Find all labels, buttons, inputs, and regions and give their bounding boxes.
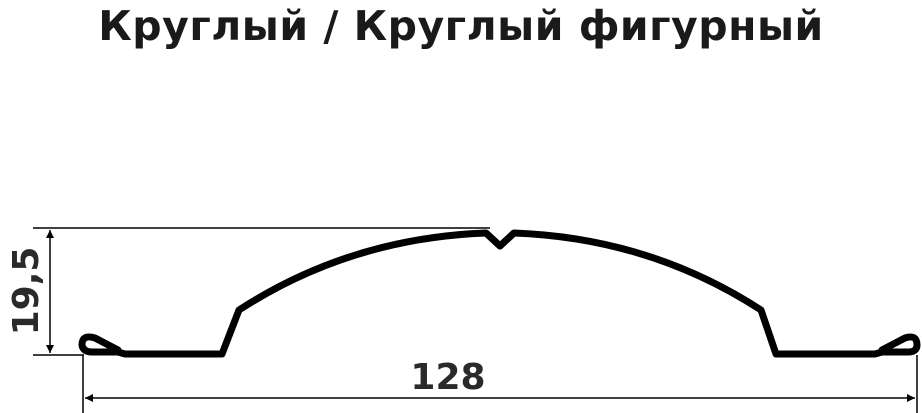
height-dimension-label: 19,5	[6, 247, 47, 336]
profile-outline	[78, 229, 921, 358]
diagram-title: Круглый / Круглый фигурный	[98, 2, 824, 50]
width-dimension-label: 128	[410, 357, 485, 398]
